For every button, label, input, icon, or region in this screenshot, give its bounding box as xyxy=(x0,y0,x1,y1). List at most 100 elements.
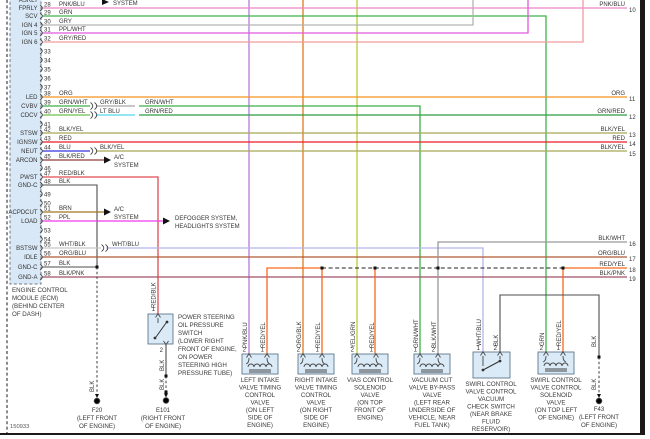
wire-color-label: GRN/YEL xyxy=(59,109,86,115)
component-caption: SWIRL CONTROL xyxy=(465,381,517,388)
ecm-pin-bracket xyxy=(39,74,43,82)
wire-color-label-vertical: BLK xyxy=(592,336,598,347)
component-caption: VALVE CONTROL xyxy=(466,389,518,396)
ecm-pin-number: 40 xyxy=(44,110,51,116)
wire-color-label-vertical: BLK xyxy=(494,335,500,346)
wire-55-wht-blu xyxy=(106,247,484,352)
system-arrow xyxy=(163,217,170,225)
component-pin-number: 2 xyxy=(160,348,164,354)
ecm-pin-bracket xyxy=(39,111,43,119)
ecm-pin-bracket xyxy=(39,226,43,234)
component-caption: VEHICLE, NEAR xyxy=(408,415,456,422)
component-caption: CHECK SWITCH xyxy=(467,404,515,411)
vias-valve-box xyxy=(351,353,389,375)
ecm-pin-bracket xyxy=(39,129,43,137)
junction-dot xyxy=(561,266,565,270)
component-caption: ENGINE) xyxy=(303,422,329,429)
ecm-pin-name: STSW xyxy=(20,131,38,137)
wire-48-blk xyxy=(42,184,98,267)
wire-color-label: GRN/WHT xyxy=(145,100,174,106)
component-pin-number: 2 xyxy=(540,346,544,352)
component-caption: CONTROL xyxy=(301,392,332,399)
ecm-caption: OF DASH) xyxy=(12,311,42,318)
edge-wire-label: GRN/RED xyxy=(597,109,625,115)
component-caption: RIGHT INTAKE xyxy=(295,377,338,384)
ecm-pin-name: FPRLY xyxy=(19,6,38,12)
ecm-pin-bracket xyxy=(39,83,43,91)
ecm-pin-bracket xyxy=(39,190,43,198)
wire-color-label-vertical: ORG/BLK xyxy=(297,321,303,348)
system-label: A/C xyxy=(114,207,125,213)
ecm-pin-bracket xyxy=(39,217,43,225)
ecm-pin-name: IGN 6 xyxy=(22,40,38,46)
ecm-pin-number: 39 xyxy=(44,101,51,107)
edge-wire-label: BLK/WHT xyxy=(598,236,625,242)
ecm-pin-bracket xyxy=(39,29,43,37)
ecm-pin-name: CDCV xyxy=(20,113,37,119)
wire-color-label-vertical: BLK xyxy=(160,379,166,390)
ecm-pin-bracket xyxy=(39,56,43,64)
ecm-pin-name: IGN 4 xyxy=(22,23,38,29)
system-label: SYSTEM xyxy=(114,163,139,169)
pin-chevron xyxy=(417,352,441,358)
ecm-pin-number: 43 xyxy=(44,137,51,143)
component-caption: (NEAR BRAKE xyxy=(470,411,512,418)
component-caption: POWER STEERING xyxy=(178,314,235,321)
ecm-pin-number: 35 xyxy=(44,68,51,74)
wire-color-label: LT BLU xyxy=(100,109,120,115)
edge-pin-number: 14 xyxy=(629,142,636,148)
wire-color-label: GRN/WHT xyxy=(59,100,88,106)
ecm-pin-number: 34 xyxy=(44,59,51,65)
coil-arrow xyxy=(542,355,567,363)
wire-color-label-vertical: RED/YEL xyxy=(557,320,563,346)
ecm-pin-number: 45 xyxy=(44,155,51,161)
wire-red-yel-left xyxy=(266,267,322,354)
ecm-caption: (BEHIND CENTER xyxy=(12,303,65,310)
solenoid-coil xyxy=(247,363,273,368)
ecm-pin-bracket xyxy=(39,181,43,189)
ground-location: OF ENGINE) xyxy=(145,423,181,430)
component-caption: STEERING HIGH xyxy=(178,362,227,369)
ecm-pin-name: IGN 5 xyxy=(22,31,38,37)
component-caption: (ON TOP LEFT xyxy=(535,407,578,414)
pin-chevron xyxy=(155,312,161,318)
ecm-pin-number: 30 xyxy=(44,20,51,26)
splice-symbol xyxy=(90,147,98,155)
component-caption: PRESSURE TUBE) xyxy=(178,370,232,377)
wire-color-label: ORG xyxy=(59,91,73,97)
ecm-pin-number: 57 xyxy=(44,262,51,268)
system-label: A/C xyxy=(114,155,125,161)
edge-wire-label: RED/YEL xyxy=(599,262,625,268)
component-pin-number: 1 xyxy=(370,348,374,354)
component-caption: LEFT INTAKE xyxy=(241,377,280,384)
ecm-pin-number: 46 xyxy=(44,167,51,173)
ecm-pin-number: 56 xyxy=(44,252,51,258)
ecm-pin-number: 48 xyxy=(44,180,51,186)
swirl-solenoid-valve-box xyxy=(537,351,575,375)
wire-color-label-vertical: RED/YEL xyxy=(316,322,322,348)
page-right-border xyxy=(640,0,645,435)
component-pin-number: 1 xyxy=(261,348,265,354)
component-caption: UNDERSIDE OF xyxy=(409,407,456,414)
ecm-pin-number: 54 xyxy=(44,238,51,244)
edge-pin-number: 18 xyxy=(629,268,636,274)
system-arrow xyxy=(104,156,111,164)
ecm-pin-bracket xyxy=(39,244,43,252)
junction-dot xyxy=(373,266,377,270)
wire-color-label: WHT/BLK xyxy=(59,242,86,248)
solenoid-coil xyxy=(419,363,445,368)
ground-id: F43 xyxy=(594,407,605,413)
component-caption: CONTROL xyxy=(245,392,276,399)
edge-wire-label: ORG xyxy=(611,91,625,97)
wire-30-gry xyxy=(42,0,474,26)
ecm-pin-number: 31 xyxy=(44,28,51,34)
pin-chevron xyxy=(480,350,503,356)
wire-color-label: GRN xyxy=(59,10,72,16)
pin-chevron xyxy=(354,352,379,358)
edge-pin-number: 19 xyxy=(629,277,636,283)
figure-number: 150933 xyxy=(10,424,29,430)
ground-location: OF ENGINE) xyxy=(581,422,617,429)
ecm-pin-label-cut: ASRLY xyxy=(19,0,38,4)
wire-color-label-vertical: WHT/BLU xyxy=(477,319,483,346)
wire-color-label: PNK/BLU xyxy=(59,2,85,8)
